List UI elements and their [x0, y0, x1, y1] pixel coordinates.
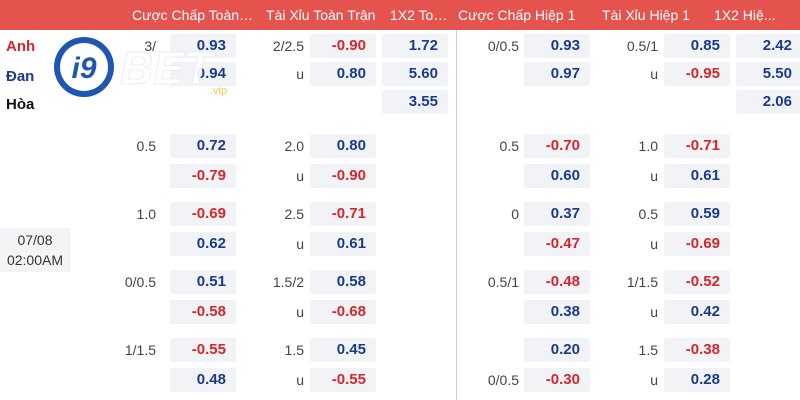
match-time: 02:00AM: [6, 252, 64, 268]
ft-away-odd[interactable]: 0.48: [170, 368, 236, 392]
ft-home-odd[interactable]: 0.93: [170, 34, 236, 58]
h1-over-odd[interactable]: -0.52: [664, 270, 730, 294]
h1-under-odd[interactable]: -0.95: [664, 62, 730, 86]
ft-handicap-line: 3/: [144, 38, 156, 54]
h1-away-odd[interactable]: 0.38: [524, 300, 590, 324]
h1-home-odd[interactable]: -0.70: [524, 134, 590, 158]
odds-header: Cược Chấp Toàn ... Tài Xỉu Toàn Trận 1X2…: [0, 0, 800, 30]
ft-home-odd[interactable]: 0.51: [170, 270, 236, 294]
ft-home-odd[interactable]: -0.69: [170, 202, 236, 226]
h1-away-odd[interactable]: -0.30: [524, 368, 590, 392]
ft-under-odd[interactable]: -0.68: [310, 300, 376, 324]
h1-handicap-line: 0.5: [499, 138, 519, 154]
ft-under-odd[interactable]: -0.90: [310, 164, 376, 188]
ft-handicap-line: 1.0: [136, 206, 156, 222]
ft-under-marker: u: [296, 304, 304, 320]
h1-ou-line: 1/1.5: [626, 274, 658, 290]
ft-under-odd[interactable]: -0.55: [310, 368, 376, 392]
ft-under-marker: u: [296, 168, 304, 184]
col-ft-1x2[interactable]: 1X2 Toà...: [390, 7, 453, 23]
h1-under-marker: u: [650, 372, 658, 388]
i9bet-logo: i9 BET .vip: [54, 37, 227, 97]
ft-home-odd[interactable]: -0.55: [170, 338, 236, 362]
logo-mark-text: i9: [71, 52, 96, 85]
h1-ou-line: 1.0: [638, 138, 658, 154]
h1-away-odd[interactable]: 0.97: [524, 62, 590, 86]
ft-away-odd[interactable]: 0.62: [170, 232, 236, 256]
match-date: 07/08: [17, 232, 53, 248]
ft-away-odd[interactable]: -0.58: [170, 300, 236, 324]
h1-handicap-line: 0.5/1: [487, 274, 519, 290]
col-h1-over-under[interactable]: Tài Xỉu Hiệp 1: [602, 7, 690, 23]
ft-over-odd[interactable]: 0.80: [310, 134, 376, 158]
ft-under-marker: u: [296, 372, 304, 388]
h1-over-odd[interactable]: -0.38: [664, 338, 730, 362]
h1-home-odd[interactable]: 0.37: [524, 202, 590, 226]
ft-ou-line: 1.5/2: [272, 274, 304, 290]
ft-away-odd[interactable]: -0.79: [170, 164, 236, 188]
h1-over-odd[interactable]: -0.71: [664, 134, 730, 158]
h1-home-odd[interactable]: 0.93: [524, 34, 590, 58]
h1-under-marker: u: [650, 304, 658, 320]
ft-ou-line: 2/2.5: [272, 38, 304, 54]
col-ft-handicap[interactable]: Cược Chấp Toàn ...: [132, 7, 255, 23]
ft-over-odd[interactable]: -0.71: [310, 202, 376, 226]
h1-handicap-line-alt: 0/0.5: [487, 372, 519, 388]
col-h1-1x2[interactable]: 1X2 Hiệ...: [714, 7, 776, 23]
ft-home-odd[interactable]: 0.72: [170, 134, 236, 158]
ft-over-odd[interactable]: 0.45: [310, 338, 376, 362]
half-divider: [456, 30, 457, 400]
ft-handicap-line: 0.5: [136, 138, 156, 154]
ft-away-odd[interactable]: 0.94: [170, 62, 236, 86]
ft-1x2-home[interactable]: 1.72: [382, 34, 448, 58]
ft-ou-line: 1.5: [284, 342, 304, 358]
col-h1-handicap[interactable]: Cược Chấp Hiệp 1: [458, 7, 576, 23]
h1-under-odd[interactable]: 0.61: [664, 164, 730, 188]
h1-under-odd[interactable]: -0.69: [664, 232, 730, 256]
h1-1x2-home[interactable]: 2.42: [736, 34, 800, 58]
ft-handicap-line: 1/1.5: [124, 342, 156, 358]
h1-under-marker: u: [650, 236, 658, 252]
logo-suffix-text: .vip: [210, 85, 227, 97]
ft-under-marker: u: [296, 236, 304, 252]
h1-over-odd[interactable]: 0.59: [664, 202, 730, 226]
team-home[interactable]: Anh: [6, 38, 36, 55]
draw-label: Hòa: [6, 96, 35, 113]
h1-home-odd[interactable]: -0.48: [524, 270, 590, 294]
h1-handicap-line: [463, 338, 519, 362]
h1-1x2-away[interactable]: 5.50: [736, 62, 800, 86]
h1-ou-line: 1.5: [638, 342, 658, 358]
h1-under-marker: u: [650, 66, 658, 82]
ft-over-odd[interactable]: -0.90: [310, 34, 376, 58]
h1-handicap-line: 0/0.5: [487, 38, 519, 54]
team-away[interactable]: Đan: [6, 68, 35, 85]
ft-under-odd[interactable]: 0.61: [310, 232, 376, 256]
h1-over-odd[interactable]: 0.85: [664, 34, 730, 58]
h1-ou-line: 0.5/1: [626, 38, 658, 54]
h1-handicap-line: 0: [511, 206, 519, 222]
h1-home-odd[interactable]: 0.20: [524, 338, 590, 362]
ft-over-odd[interactable]: 0.58: [310, 270, 376, 294]
ft-1x2-away[interactable]: 5.60: [382, 62, 448, 86]
col-ft-over-under[interactable]: Tài Xỉu Toàn Trận: [266, 7, 376, 23]
logo-word-text: BET: [120, 42, 216, 94]
match-datetime: 07/08 02:00AM: [0, 228, 70, 272]
h1-ou-line: 0.5: [638, 206, 658, 222]
h1-under-marker: u: [650, 168, 658, 184]
ft-under-odd[interactable]: 0.80: [310, 62, 376, 86]
ft-ou-line: 2.5: [284, 206, 304, 222]
h1-1x2-draw[interactable]: 2.06: [736, 90, 800, 114]
h1-under-odd[interactable]: 0.42: [664, 300, 730, 324]
h1-away-odd[interactable]: -0.47: [524, 232, 590, 256]
h1-away-odd[interactable]: 0.60: [524, 164, 590, 188]
h1-under-odd[interactable]: 0.28: [664, 368, 730, 392]
ft-handicap-line: 0/0.5: [124, 274, 156, 290]
ft-ou-line: 2.0: [284, 138, 304, 154]
ft-under-marker: u: [296, 66, 304, 82]
ft-1x2-draw[interactable]: 3.55: [382, 90, 448, 114]
